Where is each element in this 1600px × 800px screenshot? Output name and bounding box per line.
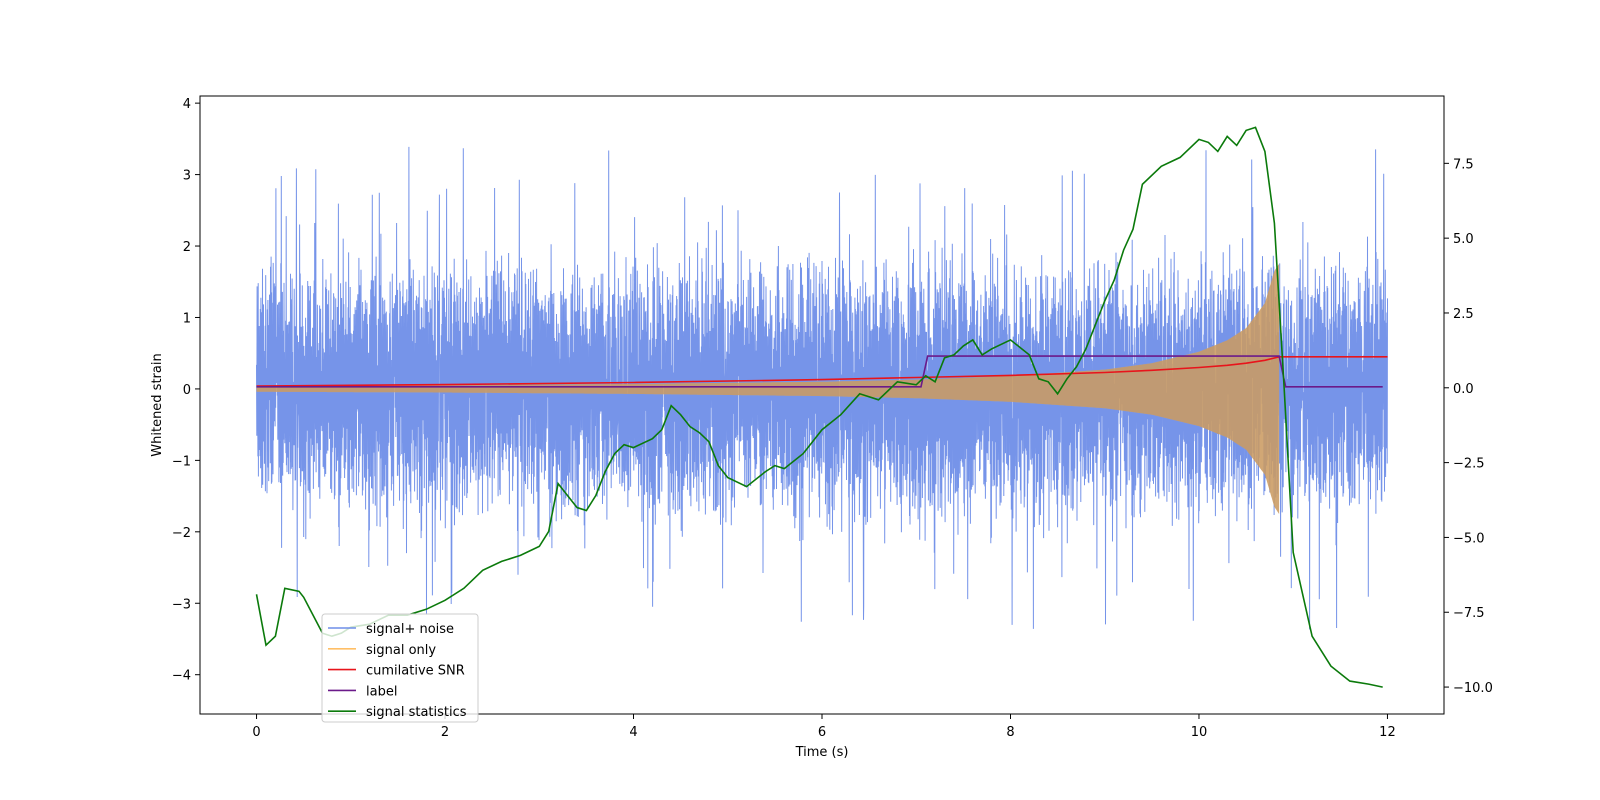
y2-tick-label: 2.5 [1453, 307, 1474, 322]
y-axis-right: −10.0 −7.5 −5.0 −2.5 0.0 2.5 5.0 7.5 [1444, 157, 1493, 696]
y-tick-label: 1 [183, 311, 191, 326]
legend-label: signal only [366, 643, 436, 658]
y-axis-left: −4 −3 −2 −1 0 1 2 3 4 [172, 97, 200, 684]
x-tick-label: 4 [629, 725, 637, 740]
y-tick-label: −3 [172, 597, 191, 612]
legend-item: signal statistics [328, 705, 467, 720]
series-signal-only-overlap [256, 263, 1280, 514]
y-tick-label: −4 [172, 669, 191, 684]
x-tick-label: 0 [252, 725, 260, 740]
y-tick-label: −1 [172, 454, 191, 469]
series-signal-only-area [256, 263, 1280, 514]
series-label-line [256, 355, 1383, 388]
y2-tick-label: 0.0 [1453, 382, 1474, 397]
legend-label: cumilative SNR [366, 664, 465, 679]
x-tick-label: 12 [1379, 725, 1396, 740]
legend-item: cumilative SNR [328, 664, 465, 679]
y-tick-label: 0 [183, 383, 191, 398]
x-axis-label: Time (s) [795, 745, 849, 760]
y2-tick-label: −5.0 [1453, 531, 1485, 546]
x-tick-label: 10 [1191, 725, 1208, 740]
series-signal-statistics-line [255, 126, 1383, 688]
y-tick-label: 3 [183, 169, 191, 184]
y2-tick-label: 5.0 [1453, 232, 1474, 247]
legend-label: label [366, 684, 397, 699]
x-tick-label: 2 [441, 725, 449, 740]
y2-tick-label: −2.5 [1453, 457, 1485, 472]
legend-item: label [328, 684, 397, 699]
y-axis-label: Whitened strain [150, 353, 165, 456]
y-tick-label: 4 [183, 97, 191, 112]
legend-box [321, 613, 479, 723]
legend-label: signal statistics [366, 705, 467, 720]
y2-tick-label: −10.0 [1453, 681, 1493, 696]
x-tick-label: 8 [1006, 725, 1014, 740]
y-tick-label: −2 [172, 526, 191, 541]
legend-item: signal+ noise [328, 622, 454, 637]
legend-label: signal+ noise [366, 622, 454, 637]
y-tick-label: 2 [183, 240, 191, 255]
plot-area [255, 126, 1388, 688]
series-cumilative-snr-line [256, 356, 1388, 387]
y2-tick-label: 7.5 [1453, 157, 1474, 172]
legend-item: signal only [328, 643, 436, 658]
x-tick-label: 6 [818, 725, 826, 740]
y2-tick-label: −7.5 [1453, 606, 1485, 621]
legend: signal+ noise signal only cumilative SNR la… [321, 613, 479, 723]
